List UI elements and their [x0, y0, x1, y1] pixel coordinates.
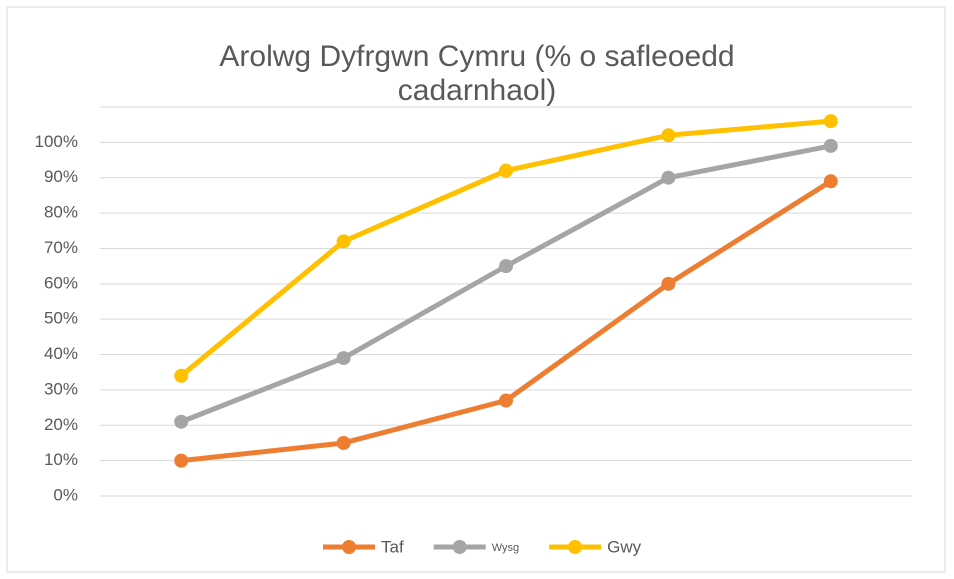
y-tick-label: 50%	[44, 309, 78, 328]
data-point	[336, 351, 351, 366]
y-tick-label: 80%	[44, 203, 78, 222]
data-point	[336, 435, 351, 450]
y-tick-label: 70%	[44, 238, 78, 257]
y-tick-label: 20%	[44, 415, 78, 434]
data-point	[661, 170, 676, 185]
y-tick-label: 100%	[35, 132, 78, 151]
chart-title: Arolwg Dyfrgwn Cymru (% o safleoedd cada…	[219, 40, 735, 107]
data-point	[499, 393, 513, 408]
data-point	[336, 234, 351, 249]
legend-marker	[342, 540, 356, 554]
data-point	[823, 138, 838, 153]
data-point	[174, 414, 189, 429]
y-tick-label: 0%	[53, 485, 78, 504]
legend-label: Wysg	[492, 542, 519, 554]
data-point	[174, 368, 189, 383]
legend-label: Gwy	[607, 537, 642, 556]
y-tick-label: 30%	[44, 379, 78, 398]
data-point	[661, 128, 676, 143]
y-tick-label: 10%	[44, 450, 78, 469]
chart-border	[6, 6, 946, 573]
y-tick-label: 90%	[44, 167, 78, 186]
data-point	[661, 276, 676, 291]
data-point	[499, 163, 513, 178]
legend-marker	[452, 540, 467, 554]
y-tick-label: 40%	[44, 344, 78, 363]
legend-label: Taf	[381, 537, 404, 556]
y-tick-label: 60%	[44, 273, 78, 292]
legend-marker	[568, 540, 583, 554]
data-point	[823, 114, 838, 129]
data-point	[823, 174, 838, 189]
data-point	[499, 259, 513, 274]
data-point	[174, 453, 189, 468]
